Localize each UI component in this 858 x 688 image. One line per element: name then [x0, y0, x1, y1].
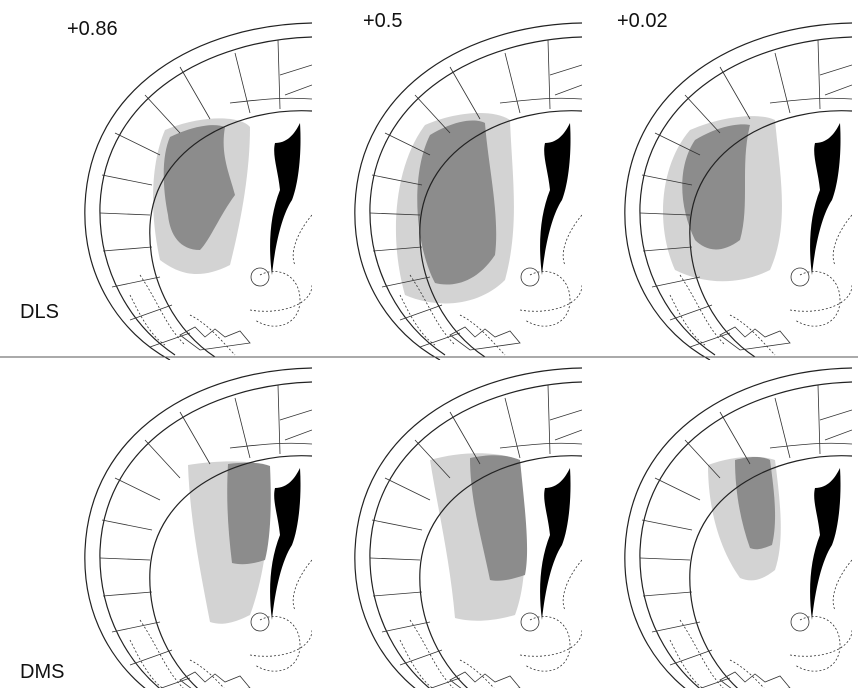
column-label: +0.5	[363, 10, 402, 32]
panel	[355, 23, 582, 360]
figure: +0.86 +0.5 +0.02 DLS DMS	[0, 0, 858, 688]
panel	[355, 368, 582, 688]
panel	[85, 23, 312, 360]
column-label: +0.02	[617, 10, 668, 32]
column-label: +0.86	[67, 18, 118, 40]
panel	[625, 368, 852, 688]
row-label: DLS	[20, 301, 59, 323]
row-label: DMS	[20, 661, 64, 683]
panel	[85, 368, 312, 688]
panel	[625, 23, 852, 360]
